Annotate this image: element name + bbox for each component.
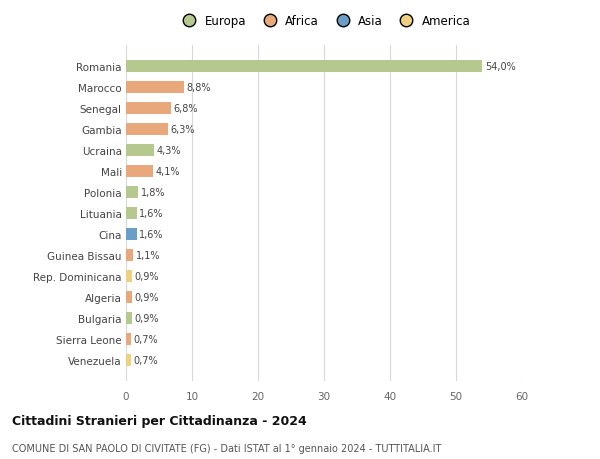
- Bar: [126, 145, 154, 157]
- Text: 0,9%: 0,9%: [134, 313, 159, 323]
- Text: 0,7%: 0,7%: [133, 355, 158, 365]
- Bar: [126, 354, 131, 366]
- Text: 1,6%: 1,6%: [139, 208, 164, 218]
- Bar: [126, 270, 132, 282]
- Text: 6,3%: 6,3%: [170, 125, 195, 134]
- Text: 0,7%: 0,7%: [133, 334, 158, 344]
- Text: 4,1%: 4,1%: [156, 167, 180, 177]
- Bar: [126, 333, 131, 345]
- Text: 1,6%: 1,6%: [139, 230, 164, 239]
- Text: 1,1%: 1,1%: [136, 250, 160, 260]
- Bar: [126, 82, 184, 94]
- Text: 6,8%: 6,8%: [173, 104, 198, 114]
- Text: 4,3%: 4,3%: [157, 146, 182, 156]
- Bar: [126, 207, 137, 219]
- Text: 0,9%: 0,9%: [134, 292, 159, 302]
- Text: COMUNE DI SAN PAOLO DI CIVITATE (FG) - Dati ISTAT al 1° gennaio 2024 - TUTTITALI: COMUNE DI SAN PAOLO DI CIVITATE (FG) - D…: [12, 443, 442, 453]
- Text: Cittadini Stranieri per Cittadinanza - 2024: Cittadini Stranieri per Cittadinanza - 2…: [12, 414, 307, 428]
- Bar: [126, 229, 137, 240]
- Bar: [126, 250, 133, 261]
- Legend: Europa, Africa, Asia, America: Europa, Africa, Asia, America: [178, 15, 470, 28]
- Bar: [126, 187, 138, 198]
- Text: 0,9%: 0,9%: [134, 271, 159, 281]
- Bar: [126, 313, 132, 324]
- Text: 54,0%: 54,0%: [485, 62, 516, 72]
- Bar: [126, 166, 153, 177]
- Bar: [126, 61, 482, 73]
- Text: 1,8%: 1,8%: [140, 188, 165, 197]
- Text: 8,8%: 8,8%: [187, 83, 211, 93]
- Bar: [126, 124, 167, 135]
- Bar: [126, 103, 171, 114]
- Bar: [126, 291, 132, 303]
